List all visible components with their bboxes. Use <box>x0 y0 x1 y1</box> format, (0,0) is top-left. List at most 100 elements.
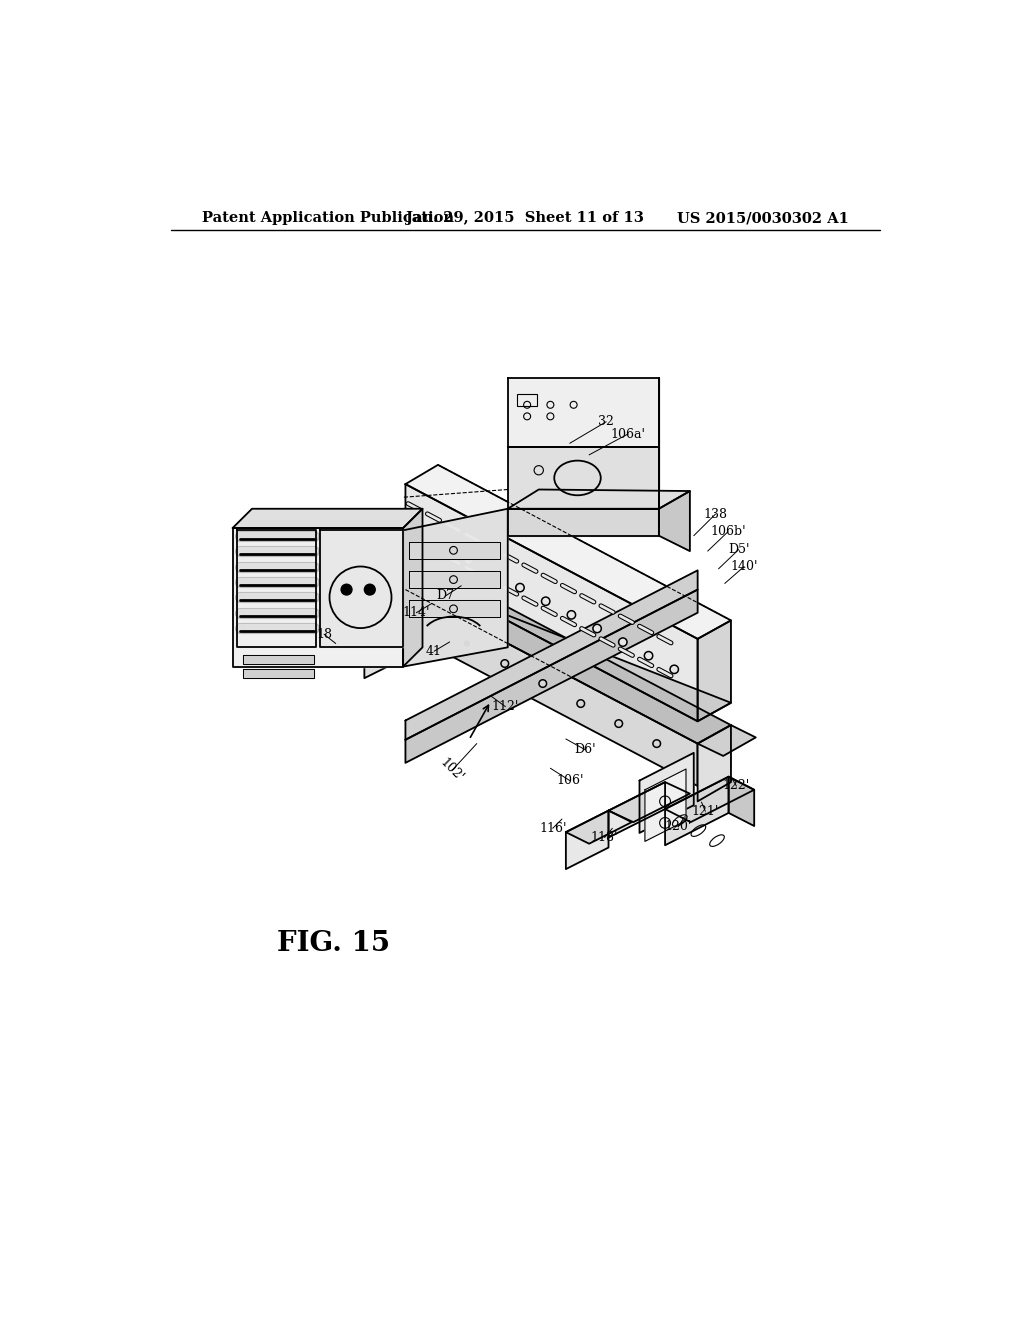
Text: Jan. 29, 2015  Sheet 11 of 13: Jan. 29, 2015 Sheet 11 of 13 <box>406 211 644 226</box>
Circle shape <box>670 665 679 673</box>
Circle shape <box>425 619 433 627</box>
Polygon shape <box>365 628 388 678</box>
Polygon shape <box>406 590 697 763</box>
Polygon shape <box>409 572 500 589</box>
Polygon shape <box>608 781 690 822</box>
Text: 121': 121' <box>691 805 719 818</box>
Polygon shape <box>508 447 658 508</box>
Text: US 2015/0030302 A1: US 2015/0030302 A1 <box>677 211 849 226</box>
Circle shape <box>365 585 375 595</box>
Polygon shape <box>566 810 632 843</box>
Text: 118': 118' <box>591 832 618 843</box>
Polygon shape <box>406 465 731 639</box>
Polygon shape <box>232 508 423 528</box>
Polygon shape <box>658 491 690 552</box>
Circle shape <box>413 529 422 537</box>
Text: FIG. 15: FIG. 15 <box>276 931 390 957</box>
Polygon shape <box>406 570 697 739</box>
Polygon shape <box>406 570 731 743</box>
Circle shape <box>621 639 626 644</box>
Text: D6': D6' <box>574 743 596 756</box>
Text: Patent Application Publication: Patent Application Publication <box>202 211 454 226</box>
Polygon shape <box>640 752 693 833</box>
Polygon shape <box>645 770 686 841</box>
Polygon shape <box>403 508 423 667</box>
Polygon shape <box>729 776 755 826</box>
Circle shape <box>463 640 471 647</box>
Circle shape <box>614 719 623 727</box>
Circle shape <box>464 556 473 565</box>
Circle shape <box>653 739 660 747</box>
Text: 102': 102' <box>437 756 466 785</box>
Polygon shape <box>697 725 731 801</box>
Polygon shape <box>232 528 403 667</box>
Circle shape <box>542 597 550 606</box>
Polygon shape <box>243 669 314 678</box>
Polygon shape <box>243 655 314 664</box>
Text: 32: 32 <box>598 416 614 428</box>
Circle shape <box>646 653 651 659</box>
Circle shape <box>616 721 622 726</box>
Polygon shape <box>321 531 403 647</box>
Circle shape <box>644 652 653 660</box>
Text: 18: 18 <box>316 628 332 640</box>
Polygon shape <box>508 378 658 447</box>
Text: 106': 106' <box>556 774 584 787</box>
Text: 122': 122' <box>723 779 750 792</box>
Text: 120': 120' <box>665 820 692 833</box>
Polygon shape <box>409 543 500 558</box>
Text: 112': 112' <box>492 700 519 713</box>
Circle shape <box>341 585 352 595</box>
Text: 114': 114' <box>402 606 430 619</box>
Circle shape <box>539 680 547 688</box>
Polygon shape <box>409 601 500 618</box>
Polygon shape <box>665 776 729 845</box>
Circle shape <box>577 700 585 708</box>
Polygon shape <box>566 810 608 869</box>
Circle shape <box>541 681 545 686</box>
Circle shape <box>466 557 471 564</box>
Text: D7: D7 <box>437 589 455 602</box>
Polygon shape <box>508 490 690 508</box>
Circle shape <box>516 583 524 591</box>
Circle shape <box>594 626 600 631</box>
Polygon shape <box>665 776 755 822</box>
Circle shape <box>654 742 659 746</box>
Circle shape <box>579 701 583 706</box>
Text: 140': 140' <box>730 560 758 573</box>
Ellipse shape <box>335 573 386 622</box>
Polygon shape <box>406 590 697 785</box>
Circle shape <box>568 612 574 618</box>
Circle shape <box>672 667 677 672</box>
Polygon shape <box>403 508 508 667</box>
Polygon shape <box>384 616 406 659</box>
Polygon shape <box>697 620 731 721</box>
Circle shape <box>593 624 601 632</box>
Polygon shape <box>406 566 731 721</box>
Polygon shape <box>697 725 731 785</box>
Circle shape <box>427 622 431 626</box>
Circle shape <box>438 543 447 550</box>
Circle shape <box>492 572 497 577</box>
Bar <box>517 395 538 407</box>
Circle shape <box>490 570 499 578</box>
Polygon shape <box>406 484 697 721</box>
Text: 106b': 106b' <box>710 525 745 539</box>
Text: 41: 41 <box>426 644 442 657</box>
Circle shape <box>501 660 509 668</box>
Circle shape <box>415 531 420 536</box>
Text: D5': D5' <box>728 543 750 556</box>
Circle shape <box>465 642 469 645</box>
Circle shape <box>517 585 522 590</box>
Text: 116': 116' <box>539 822 566 834</box>
Polygon shape <box>608 781 665 837</box>
Circle shape <box>440 544 445 549</box>
Circle shape <box>503 661 507 665</box>
Circle shape <box>618 638 627 647</box>
Polygon shape <box>697 725 756 756</box>
Polygon shape <box>508 508 658 536</box>
Circle shape <box>567 611 575 619</box>
Circle shape <box>543 598 549 605</box>
Text: 106a': 106a' <box>610 428 645 441</box>
Text: 138: 138 <box>703 508 727 520</box>
